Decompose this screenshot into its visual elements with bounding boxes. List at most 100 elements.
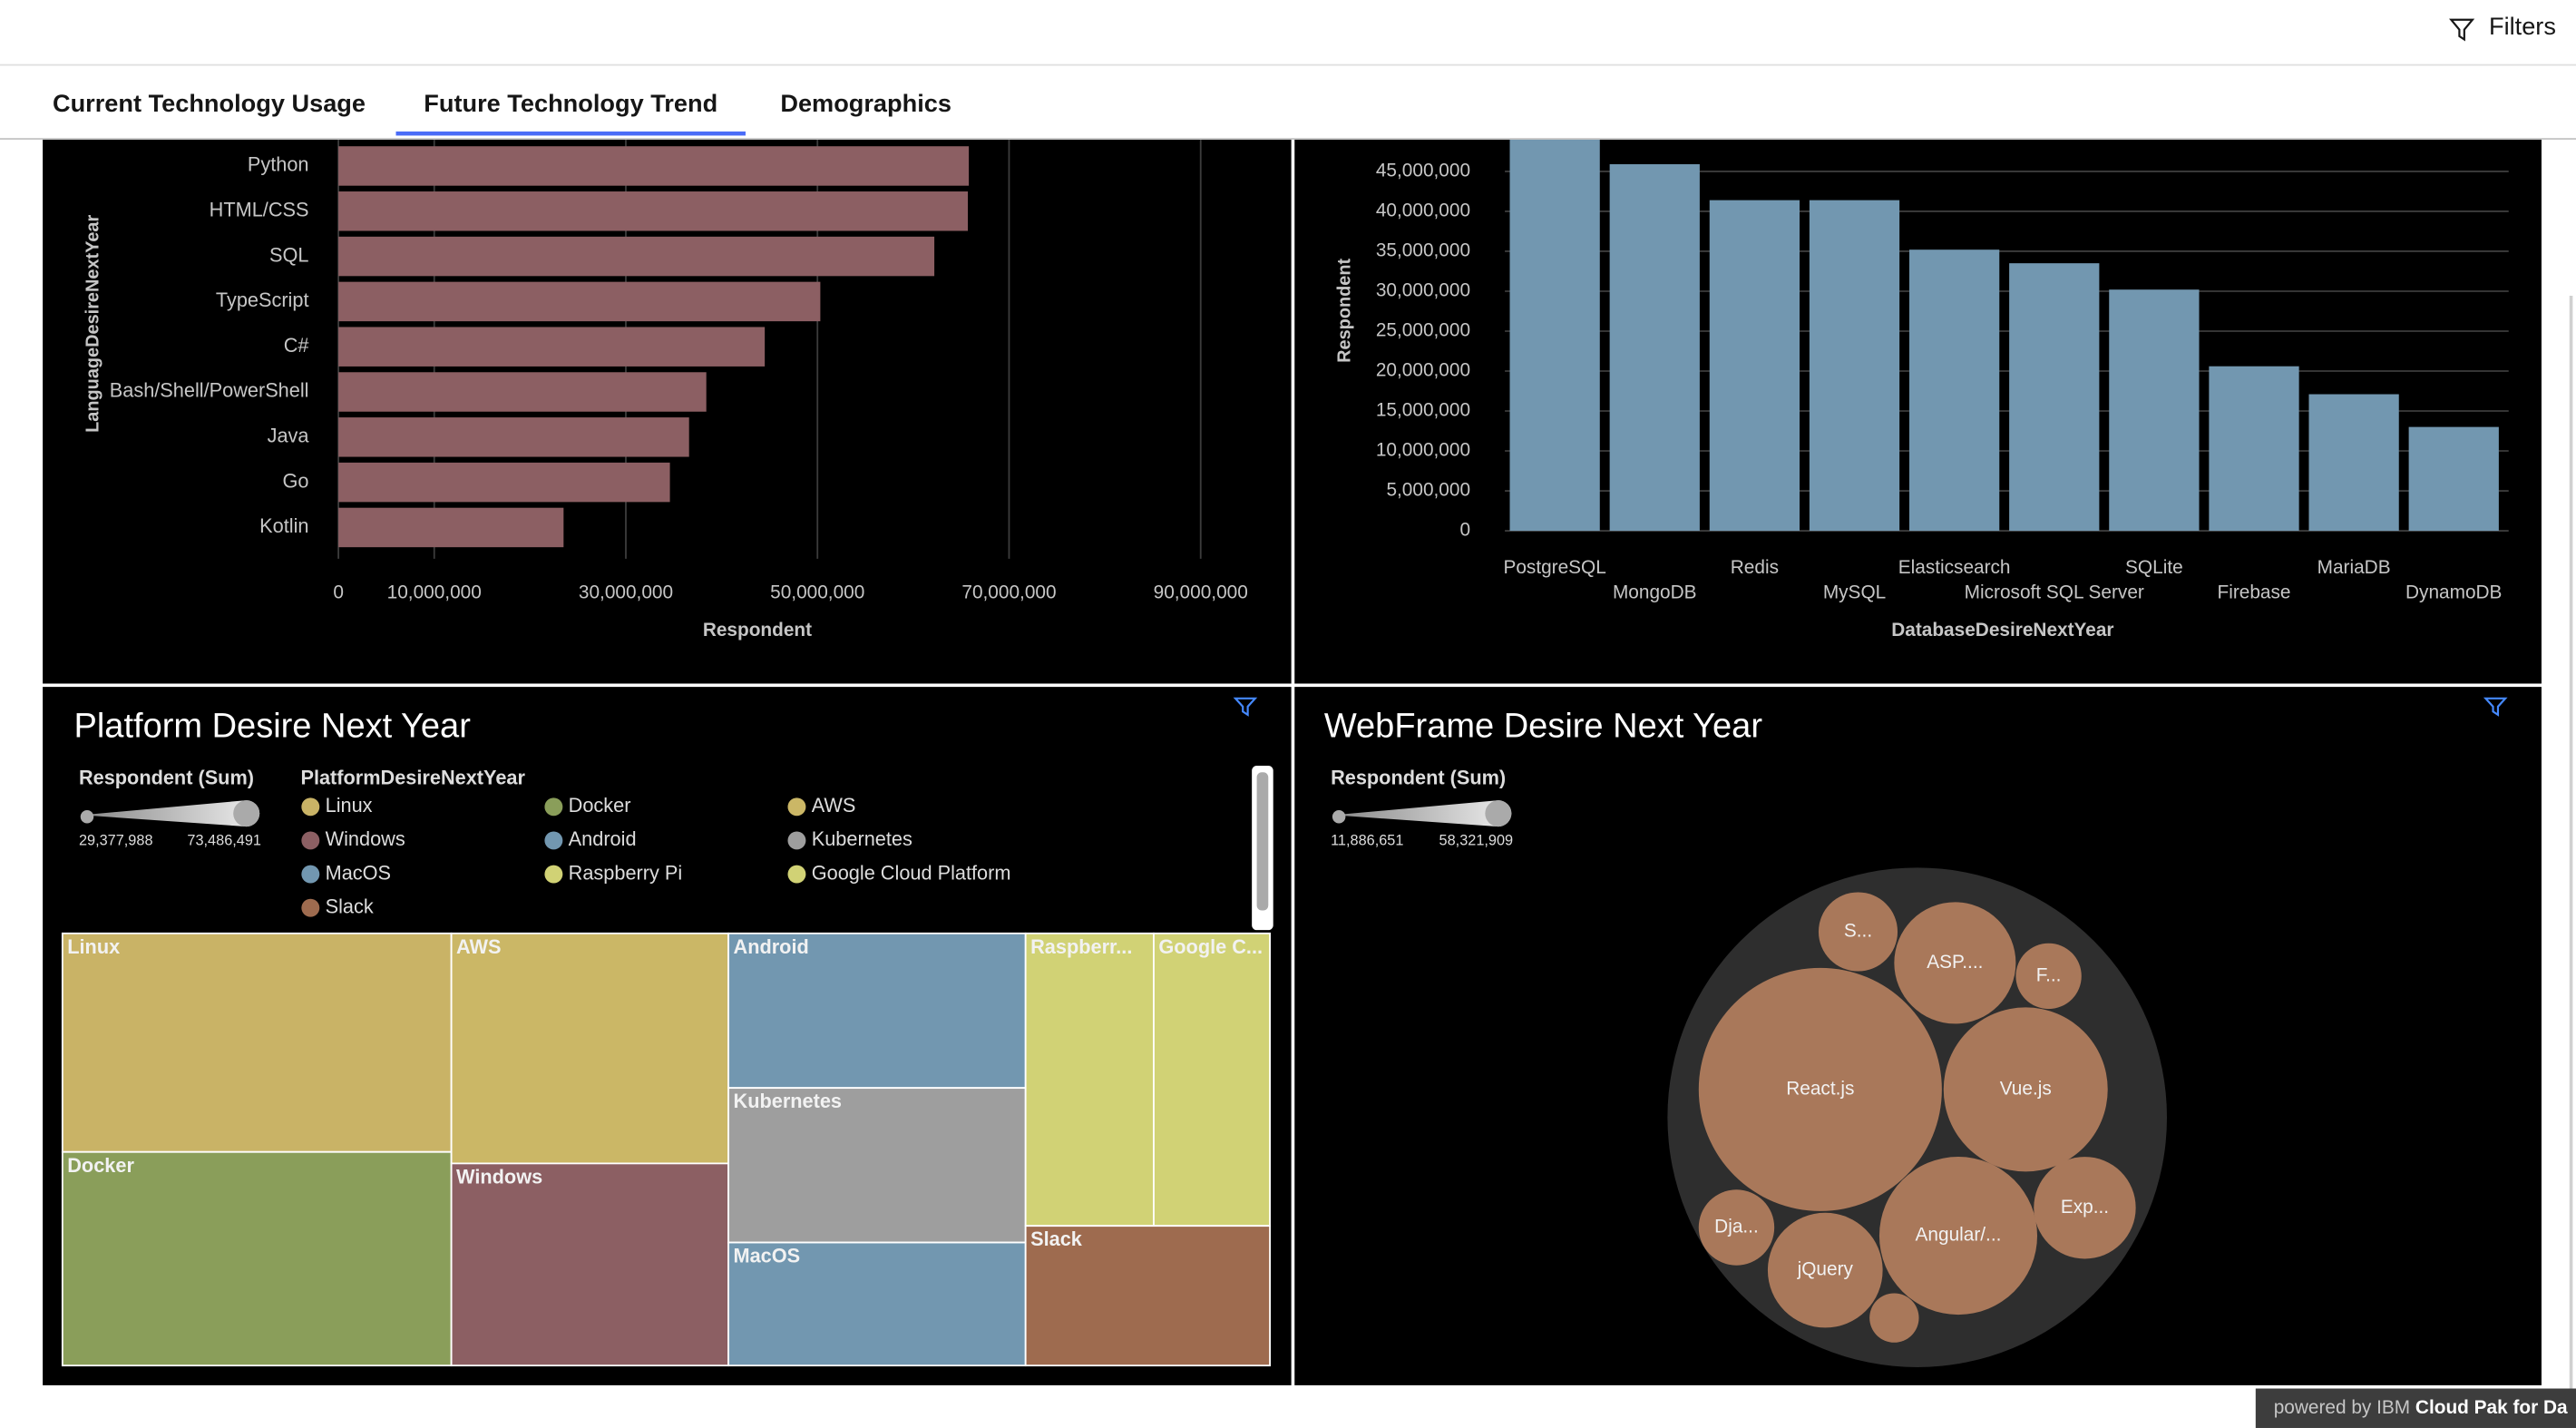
bar (338, 507, 564, 548)
size-legend-title: Respondent (Sum) (1331, 766, 1506, 788)
bubble-label: S... (1844, 920, 1872, 941)
tile-label: Kubernetes (734, 1090, 843, 1112)
bar (1809, 200, 1900, 532)
tab[interactable]: Demographics (780, 89, 951, 117)
y-axis-title: LanguageDesireNextYear (83, 215, 103, 433)
legend-scroll-thumb (1256, 772, 1269, 911)
size-legend-min: 11,886,651 (1331, 833, 1403, 849)
bar (338, 236, 935, 277)
y-tick-label: 25,000,000 (1376, 319, 1470, 340)
treemap-tile (727, 932, 1027, 1090)
tabs: Current Technology Usage Future Technolog… (53, 89, 951, 136)
bar (2408, 426, 2499, 532)
legend-label: Android (569, 827, 637, 850)
bubble (1878, 1157, 2038, 1316)
legend-title: PlatformDesireNextYear (300, 766, 525, 788)
tile-label: AWS (456, 935, 501, 958)
tile-label: Windows (456, 1165, 542, 1188)
bar (1909, 249, 2000, 532)
legend-label: AWS (812, 794, 856, 817)
language-chart: 0 10,000,000 30,000,000 50,000,000 70,000,00… (83, 139, 1248, 641)
x-tick-label: 30,000,000 (579, 582, 673, 602)
treemap-tile (1024, 932, 1155, 1227)
tab[interactable]: Current Technology Usage (53, 89, 366, 117)
bubble-label: F... (2036, 964, 2062, 985)
size-legend-handle (80, 809, 94, 824)
bar (338, 372, 707, 412)
bar (338, 191, 969, 231)
y-tick-label: TypeScript (216, 289, 309, 311)
y-tick-label: 0 (1459, 520, 1470, 541)
size-legend-slider (82, 800, 260, 827)
bar (2109, 289, 2200, 532)
bubble (2034, 1157, 2136, 1259)
legend-swatch (787, 797, 806, 817)
y-tick-label: 45,000,000 (1376, 160, 1470, 181)
x-tick-label: 50,000,000 (770, 582, 864, 602)
y-tick-label: HTML/CSS (210, 198, 309, 220)
x-tick-label: MySQL (1823, 582, 1886, 602)
tab[interactable]: Future Technology Trend (424, 89, 717, 117)
bubble (1818, 892, 1898, 972)
x-tick-label: 90,000,000 (1154, 582, 1248, 602)
legend-label: Slack (326, 895, 374, 917)
size-legend-handle (1332, 809, 1346, 824)
tile-label: Raspberr... (1030, 935, 1132, 958)
bubble-label: ASP.... (1927, 952, 1983, 973)
y-tick-label: 30,000,000 (1376, 279, 1470, 300)
size-legend-title: Respondent (Sum) (79, 766, 254, 788)
bar (1609, 164, 1700, 532)
y-tick-label: Python (248, 153, 309, 176)
legend-swatch (301, 831, 320, 850)
x-axis-title: Respondent (703, 620, 812, 641)
legend-label: Linux (326, 794, 373, 817)
legend-swatch (544, 797, 563, 817)
footer-text: powered by IBM Cloud Pak for Da (2274, 1397, 2568, 1418)
legend-swatch (787, 831, 806, 850)
bubble (1869, 1293, 1919, 1343)
filters-label[interactable]: Filters (2489, 12, 2556, 40)
legend-swatch (301, 797, 320, 817)
bar (2308, 394, 2399, 532)
tile-label: Docker (67, 1154, 134, 1177)
treemap-tile (727, 1241, 1027, 1367)
treemap-tile (450, 932, 729, 1165)
size-legend-handle (233, 800, 260, 827)
size-legend-min: 29,377,988 (79, 833, 153, 849)
bubble-label: Exp... (2061, 1197, 2109, 1218)
bubble (1894, 902, 2016, 1024)
bubble (1943, 1007, 2108, 1172)
tile-label: MacOS (734, 1245, 801, 1267)
y-tick-label: 40,000,000 (1376, 200, 1470, 220)
y-tick-label: 15,000,000 (1376, 400, 1470, 421)
active-tab-indicator (395, 131, 746, 136)
x-tick-label: MongoDB (1613, 582, 1697, 602)
y-tick-label: C# (284, 334, 309, 357)
filters-button[interactable]: Filters (2449, 12, 2556, 42)
x-tick-label: Microsoft SQL Server (1965, 582, 2144, 602)
size-legend-handle (1485, 800, 1512, 827)
x-axis-title: DatabaseDesireNextYear (1891, 620, 2113, 641)
legend-label: MacOS (326, 861, 391, 884)
filter-icon[interactable] (1233, 697, 1258, 717)
y-tick-label: Bash/Shell/PowerShell (110, 379, 309, 402)
chart-title: Platform Desire Next Year (74, 707, 472, 745)
y-tick-label: 20,000,000 (1376, 359, 1470, 380)
legend-swatch (544, 865, 563, 884)
y-tick-label: Go (283, 469, 309, 492)
y-tick-label: Kotlin (259, 514, 308, 537)
footer-prefix: powered by IBM (2274, 1397, 2410, 1418)
treemap-tile (1153, 932, 1271, 1227)
size-legend-slider (1333, 800, 1512, 827)
x-tick-label: PostgreSQL (1503, 557, 1605, 578)
treemap-tile (727, 1087, 1027, 1244)
treemap-tile (1024, 1225, 1271, 1367)
filter-icon[interactable] (2483, 697, 2508, 717)
legend-label: Windows (326, 827, 405, 850)
y-tick-label: 10,000,000 (1376, 440, 1470, 461)
bubble (1698, 1189, 1775, 1266)
legend-label: Raspberry Pi (569, 861, 683, 884)
bar (338, 462, 670, 503)
y-tick-label: 35,000,000 (1376, 240, 1470, 260)
